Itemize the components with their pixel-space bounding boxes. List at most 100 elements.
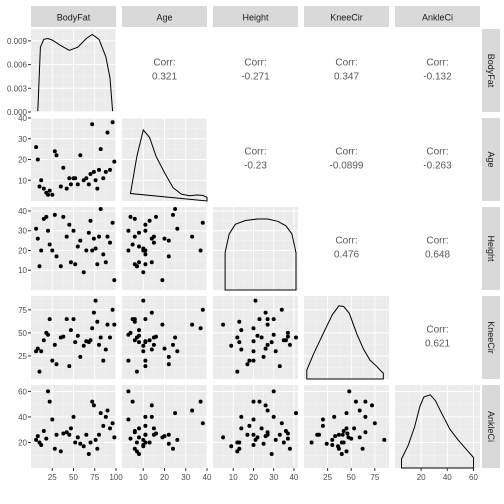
density-curve-bodyfat	[37, 33, 114, 112]
scatter-point	[263, 310, 268, 315]
scatter-point	[110, 120, 115, 125]
scatter-point	[143, 252, 148, 257]
scatter-point	[229, 343, 234, 348]
y-tick-label: 40	[18, 207, 27, 216]
scatter-point	[37, 264, 42, 269]
corr-label: Corr:	[426, 325, 448, 336]
scatter-point	[200, 307, 205, 312]
scatter-point	[166, 432, 171, 437]
scatter-point	[257, 317, 262, 322]
scatter-point	[143, 222, 148, 227]
x-tick-label: 20	[249, 473, 258, 482]
strip-label-bodyfat: BodyFat	[57, 13, 91, 23]
scatter-point	[324, 441, 329, 446]
scatter-point	[54, 432, 59, 437]
scatter-point	[93, 178, 98, 183]
scatter-point	[281, 338, 286, 343]
scatter-point	[98, 335, 103, 340]
corr-label: Corr:	[426, 236, 448, 247]
scatter-point	[61, 214, 66, 219]
scatter-point	[315, 432, 320, 437]
scatter-point	[126, 389, 131, 394]
scatter-point	[68, 426, 73, 431]
scatter-point	[166, 238, 171, 243]
scatter-point	[235, 335, 240, 340]
scatter-point	[97, 234, 101, 239]
scatter-point	[294, 411, 298, 416]
scatter-point	[58, 449, 63, 454]
scatter-point	[175, 349, 180, 354]
x-tick-label: 40	[443, 473, 452, 482]
scatter-point	[54, 254, 59, 259]
scatter-point	[251, 432, 256, 437]
scatter-point	[190, 234, 195, 239]
scatter-point	[149, 310, 154, 315]
scatter-point	[166, 254, 171, 259]
scatter-point	[357, 408, 362, 413]
scatter-point	[287, 342, 292, 347]
scatter-point	[101, 176, 106, 181]
scatter-point	[237, 319, 242, 324]
scatter-point	[141, 298, 146, 303]
scatter-point	[346, 435, 351, 440]
x-tick-label: 25	[323, 473, 332, 482]
scatter-point	[151, 234, 156, 239]
scatter-point	[128, 436, 133, 441]
scatter-point	[237, 446, 242, 451]
scatter-point	[143, 414, 148, 419]
scatter-point	[88, 172, 93, 176]
y-tick-label: 20	[18, 246, 27, 255]
scatter-point	[198, 399, 203, 404]
corr-value: 0.476	[334, 250, 359, 261]
y-tick-label: 40	[18, 413, 27, 422]
strip-label-ankleci: AnkleCi	[422, 13, 453, 23]
scatter-point	[143, 317, 148, 322]
scatter-point	[360, 446, 365, 451]
scatter-point	[370, 403, 374, 408]
scatter-point	[237, 440, 242, 445]
scatter-point	[108, 335, 112, 340]
scatter-point	[229, 444, 234, 449]
scatter-point	[39, 178, 44, 183]
scatter-point	[110, 220, 115, 225]
scatter-point	[95, 319, 100, 324]
strip-top-ankleci	[395, 6, 480, 27]
scatter-point	[147, 338, 152, 343]
scatter-point	[35, 434, 40, 439]
scatter-point	[353, 399, 358, 404]
scatter-point	[279, 421, 284, 426]
scatter-point	[50, 417, 55, 422]
scatter-point	[97, 432, 101, 437]
scatter-point	[332, 414, 337, 419]
density-curve-ankleci	[401, 394, 474, 469]
scatter-point	[112, 159, 117, 164]
scatter-point	[34, 145, 39, 150]
scatter-point	[68, 328, 73, 333]
scatter-point	[101, 423, 106, 428]
scatter-point	[78, 153, 83, 158]
panel-ankleci-height	[213, 385, 298, 468]
scatter-point	[149, 347, 154, 352]
scatter-point	[171, 212, 175, 217]
strip-top-age	[122, 6, 207, 27]
y-tick-label: 60	[18, 387, 27, 396]
scatter-point	[154, 431, 158, 436]
scatter-point	[46, 389, 50, 394]
corr-label: Corr:	[335, 147, 357, 158]
scatter-point	[103, 260, 108, 265]
scatter-point	[340, 432, 345, 437]
y-tick-label: 20	[18, 156, 27, 165]
scatter-point	[339, 452, 344, 456]
scatter-point	[309, 440, 314, 445]
scatter-point	[330, 437, 335, 442]
scatter-point	[147, 218, 152, 223]
scatter-point	[75, 333, 80, 338]
scatter-point	[237, 340, 242, 345]
scatter-point	[251, 339, 256, 344]
scatter-point	[239, 328, 244, 333]
scatter-point	[141, 437, 146, 442]
x-tick-label: 40	[203, 473, 212, 482]
density-curve-age	[129, 128, 208, 202]
scatter-point	[198, 326, 203, 331]
scatter-point	[166, 441, 171, 446]
